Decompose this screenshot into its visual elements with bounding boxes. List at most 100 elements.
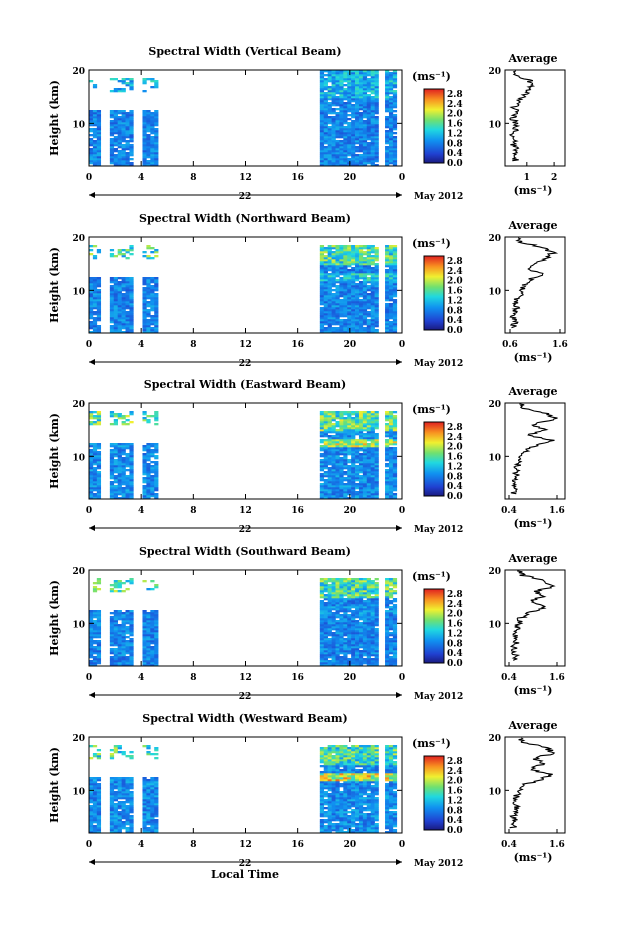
heatmap-cell [117, 287, 122, 290]
colorbar-tick-label: 2.8 [447, 90, 463, 100]
heatmap-cell [113, 120, 118, 123]
heatmap-cell [96, 646, 102, 649]
heatmap-cell [117, 642, 122, 645]
heatmap-cell [331, 624, 336, 627]
heatmap-cell [374, 495, 379, 498]
heatmap-cell [109, 299, 115, 302]
heatmap-cell [339, 126, 344, 129]
heatmap-cell [392, 162, 398, 165]
heatmap-cell [129, 477, 134, 480]
heatmap-cell [385, 297, 390, 300]
colorbar-tick-label: 1.6 [447, 453, 463, 463]
heatmap-cell [142, 640, 147, 643]
heatmap-cell [109, 616, 115, 619]
heatmap-cell [374, 313, 379, 316]
heatmap-cell [331, 437, 336, 440]
heatmap-cell [347, 441, 352, 444]
heatmap-cell [319, 586, 325, 589]
heatmap-cell [355, 451, 360, 454]
heatmap-cell [347, 608, 352, 611]
heatmap-cell [362, 449, 368, 452]
heatmap-cell [331, 275, 336, 278]
heatmap-cell [109, 825, 115, 828]
heatmap-cell [113, 469, 118, 472]
heatmap-cell [339, 329, 344, 332]
heatmap-cell [374, 287, 379, 290]
heatmap-cell [385, 463, 390, 466]
heatmap-cell [319, 644, 325, 647]
colorbar-tick-label: 2.8 [447, 423, 463, 433]
heatmap-cell [96, 797, 102, 800]
heatmap-cell [142, 311, 147, 314]
heatmap-cell [142, 457, 147, 460]
heatmap-cell [347, 88, 352, 91]
heatmap-cell [362, 413, 368, 416]
heatmap-cell [92, 801, 98, 804]
heatmap-cell [347, 417, 352, 420]
heatmap-cell [142, 323, 147, 326]
heatmap-cell [335, 608, 340, 611]
heatmap-cell [125, 459, 130, 462]
heatmap-cell [366, 329, 371, 332]
heatmap-cell [370, 483, 375, 486]
heatmap-cell [347, 253, 352, 256]
heatmap-cell [385, 447, 390, 450]
heatmap-cell [117, 652, 122, 655]
heatmap-cell [351, 110, 356, 113]
heatmap-cell [331, 144, 336, 147]
heatmap-cell [117, 128, 122, 131]
heatmap-cell [327, 331, 332, 334]
heatmap-cell [117, 110, 122, 113]
heatmap-cell [355, 638, 360, 641]
heatmap-cell [117, 283, 122, 286]
heatmap-cell [327, 656, 332, 659]
heatmap-cell [358, 600, 364, 603]
heatmap-cell [374, 104, 379, 107]
heatmap-cell [129, 612, 134, 615]
heatmap-cell [323, 134, 328, 137]
heatmap-cell [366, 327, 371, 330]
heatmap-cell [146, 136, 151, 139]
heatmap-cell [323, 459, 328, 462]
heatmap-cell [351, 144, 356, 147]
heatmap-cell [327, 245, 332, 248]
heatmap-cell [323, 321, 328, 324]
heatmap-cell [335, 483, 340, 486]
heatmap-cell [323, 640, 328, 643]
heatmap-cell [335, 487, 340, 490]
heatmap-cell [150, 610, 155, 613]
heatmap-cell [347, 72, 352, 75]
heatmap-cell [109, 78, 115, 81]
heatmap-cell [142, 164, 147, 167]
heatmap-cell [343, 618, 348, 621]
heatmap-cell [113, 281, 118, 284]
heatmap-cell [385, 451, 390, 454]
heatmap-cell [323, 148, 328, 151]
heatmap-cell [335, 313, 340, 316]
heatmap-cell [343, 487, 348, 490]
heatmap-cell [150, 152, 155, 155]
heatmap-cell [327, 453, 332, 456]
heatmap-cell [323, 588, 328, 591]
heatmap-cell [388, 467, 394, 470]
heatmap-cell [323, 594, 328, 597]
heatmap-cell [355, 630, 360, 633]
heatmap-cell [142, 130, 147, 133]
heatmap-cell [125, 160, 130, 163]
heatmap-cell [351, 652, 356, 655]
heatmap-cell [327, 140, 332, 143]
heatmap-cell [355, 485, 360, 488]
heatmap-cell [319, 465, 325, 468]
heatmap-cell [125, 289, 130, 292]
heatmap-cell [327, 116, 332, 119]
heatmap-cell [319, 265, 325, 268]
heatmap-cell [89, 819, 94, 822]
heatmap-cell [339, 265, 344, 268]
heatmap-cell [343, 491, 348, 494]
heatmap-cell [370, 596, 375, 599]
heatmap-cell [109, 809, 115, 812]
heatmap-cell [109, 652, 115, 655]
heatmap-cell [347, 90, 352, 93]
heatmap-cell [358, 90, 364, 93]
heatmap-cell [96, 461, 102, 464]
